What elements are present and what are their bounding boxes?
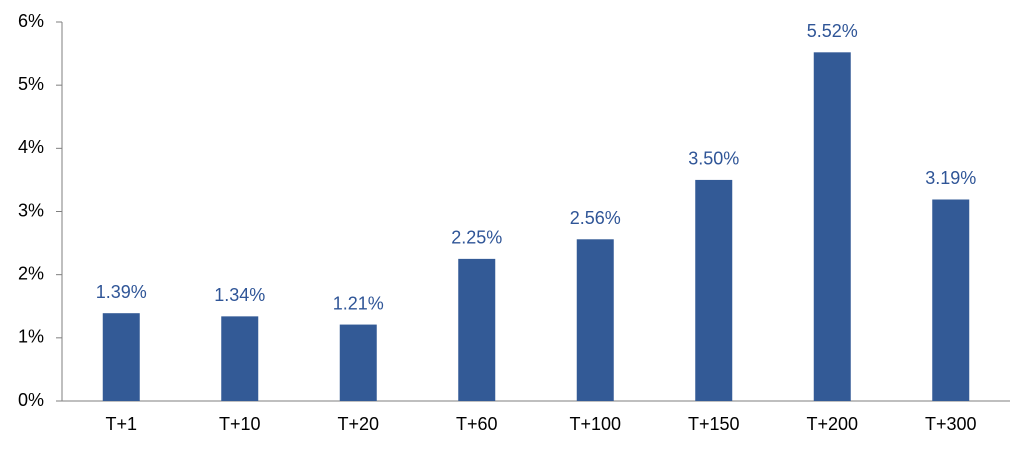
y-tick-label: 3% [18, 200, 44, 220]
value-label: 1.39% [96, 282, 147, 302]
value-label: 2.25% [451, 228, 502, 248]
x-tick-label: T+150 [688, 414, 740, 434]
value-label: 2.56% [570, 208, 621, 228]
bar [221, 316, 259, 401]
x-tick-label: T+1 [105, 414, 137, 434]
y-tick-label: 0% [18, 390, 44, 410]
bar [458, 258, 496, 401]
bar [813, 52, 851, 401]
y-tick-label: 5% [18, 74, 44, 94]
y-tick-label: 1% [18, 327, 44, 347]
y-tick-label: 4% [18, 137, 44, 157]
value-label: 3.19% [925, 168, 976, 188]
x-tick-label: T+300 [925, 414, 977, 434]
value-label: 1.34% [214, 285, 265, 305]
bar [102, 313, 140, 401]
bar [695, 179, 733, 401]
value-label: 1.21% [333, 293, 384, 313]
value-label: 3.50% [688, 149, 739, 169]
x-tick-label: T+60 [456, 414, 498, 434]
y-tick-label: 2% [18, 263, 44, 283]
bar [576, 239, 614, 401]
x-tick-label: T+100 [569, 414, 621, 434]
y-tick-label: 6% [18, 11, 44, 31]
value-label: 5.52% [807, 21, 858, 41]
x-tick-label: T+20 [337, 414, 379, 434]
bar [339, 324, 377, 401]
x-tick-label: T+10 [219, 414, 261, 434]
x-tick-label: T+200 [806, 414, 858, 434]
bar [932, 199, 970, 401]
